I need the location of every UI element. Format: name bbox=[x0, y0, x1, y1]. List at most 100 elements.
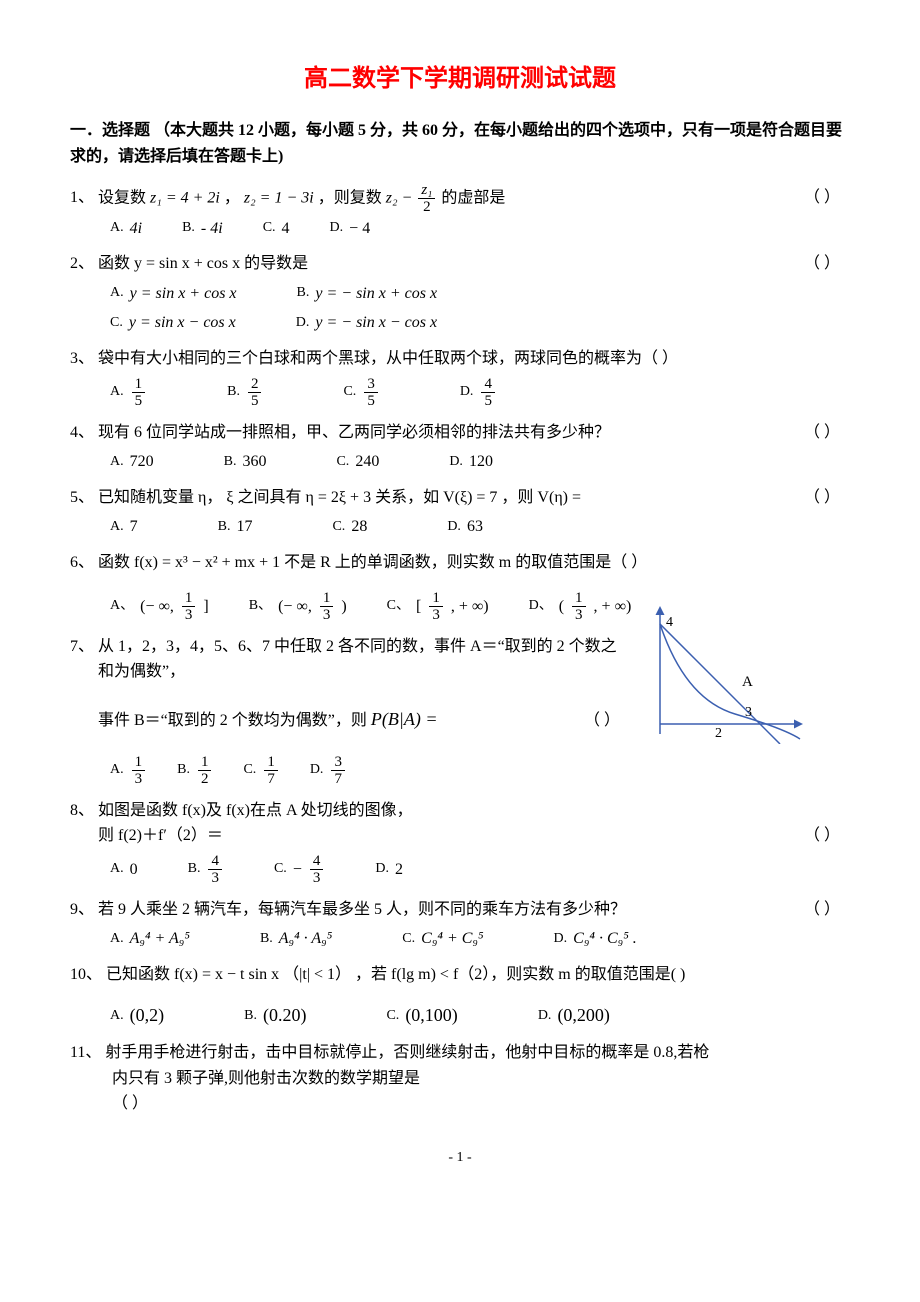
q9-optC: C.C₉⁴ + C₉⁵ bbox=[402, 926, 483, 952]
q4-optB-val: 360 bbox=[242, 449, 266, 475]
q10-num: 10、 bbox=[70, 962, 102, 988]
q7-stem2-expr: P(B|A) = bbox=[371, 705, 438, 734]
q3-optA: A.15 bbox=[110, 376, 147, 410]
q3-optC: C.35 bbox=[343, 376, 379, 410]
q6-optB-pre: (− ∞, bbox=[278, 594, 312, 620]
q8-paren: （ ） bbox=[804, 823, 850, 849]
page-number: - 1 - bbox=[70, 1147, 850, 1169]
question-1: 1、 设复数 z₁ = 4 + 2i ， z₂ = 1 − 3i ，则复数 z₂… bbox=[70, 182, 850, 242]
q4-optD: D. 120 bbox=[449, 449, 493, 475]
q10-optA-val: (0,2) bbox=[130, 1001, 165, 1030]
q4-optB: B.360 bbox=[224, 449, 267, 475]
q4-stem: 现有 6 位同学站成一排照相，甲、乙两同学必须相邻的排法共有多少种？ bbox=[98, 420, 800, 446]
q6-optD-num: 1 bbox=[572, 590, 586, 608]
q7-optD-label: D. bbox=[310, 759, 324, 781]
q9-paren: （ ） bbox=[804, 897, 850, 923]
q4-optD-val: 120 bbox=[469, 449, 493, 475]
q8-optA-val: 0 bbox=[130, 857, 138, 883]
q8-optB-num: 4 bbox=[208, 853, 222, 871]
q3-optA-den: 5 bbox=[132, 393, 146, 410]
q7-optB-label: B. bbox=[177, 759, 190, 781]
q9-optA-label: A. bbox=[110, 928, 124, 950]
q6-optB-den: 3 bbox=[320, 607, 334, 624]
q10-optD: D.(0,200) bbox=[538, 1001, 610, 1030]
q11-paren: （ ） bbox=[70, 1091, 850, 1117]
q3-optB-den: 5 bbox=[248, 393, 262, 410]
q10-optA-label: A. bbox=[110, 1005, 124, 1027]
q2-optA-val: y = sin x + cos x bbox=[130, 281, 237, 307]
q10-stem: 已知函数 f(x) = x − t sin x （|t| < 1） ，若 f(l… bbox=[106, 962, 850, 988]
q6-optD: D、(13, + ∞) bbox=[529, 590, 632, 624]
q5-optB-val: 17 bbox=[236, 514, 252, 540]
q10-optC-val: (0,100) bbox=[405, 1001, 458, 1030]
q1-optC-label: C. bbox=[263, 217, 276, 239]
graph-ytick-4: 4 bbox=[666, 615, 673, 630]
q4-optD-label: D. bbox=[449, 451, 463, 473]
q1-stem-pre: 设复数 bbox=[98, 189, 150, 206]
q7-optC-num: 1 bbox=[264, 754, 278, 772]
q6-optC-suf: , + ∞) bbox=[451, 594, 489, 620]
q7-optD: D.37 bbox=[310, 754, 347, 788]
q9-num: 9、 bbox=[70, 897, 94, 923]
q8-optD: D. 2 bbox=[375, 857, 403, 883]
q7-stem1: 从 1，2，3，4，5、6、7 中任取 2 各不同的数，事件 A＝“取到的 2 … bbox=[98, 634, 630, 685]
q7-optC-label: C. bbox=[243, 759, 256, 781]
q6-optA-num: 1 bbox=[182, 590, 196, 608]
q9-optB: B.A₉⁴ · A₉⁵ bbox=[260, 926, 332, 952]
q9-optA-val: A₉⁴ + A₉⁵ bbox=[130, 926, 190, 952]
q3-optA-num: 1 bbox=[132, 376, 146, 394]
q6-optB-suf: ) bbox=[341, 594, 346, 620]
q8-optD-label: D. bbox=[375, 858, 389, 880]
question-2: 2、 函数 y = sin x + cos x 的导数是 （ ） A. y = … bbox=[70, 251, 850, 336]
q10-optD-label: D. bbox=[538, 1005, 552, 1027]
q10-optA: A. (0,2) bbox=[110, 1001, 164, 1030]
q9-optB-val: A₉⁴ · A₉⁵ bbox=[279, 926, 333, 952]
q5-stem: 已知随机变量 η， ξ 之间具有 η = 2ξ + 3 关系，如 V(ξ) = … bbox=[98, 485, 800, 511]
q2-optC-val: y = sin x − cos x bbox=[129, 310, 236, 336]
q1-optC: C. 4 bbox=[263, 216, 290, 242]
q6-optD-suf: , + ∞) bbox=[594, 594, 632, 620]
q5-optB: B.17 bbox=[218, 514, 253, 540]
q7-num: 7、 bbox=[70, 634, 94, 660]
q1-optD-val: − 4 bbox=[349, 216, 370, 242]
q2-optA-label: A. bbox=[110, 282, 124, 304]
question-11: 11、 射手用手枪进行射击，击中目标就停止，否则继续射击，他射中目标的概率是 0… bbox=[70, 1040, 850, 1117]
q5-optD: D.63 bbox=[447, 514, 483, 540]
q5-optC-val: 28 bbox=[351, 514, 367, 540]
q1-expr-left: z₂ − bbox=[386, 189, 417, 206]
q4-optA-val: 720 bbox=[130, 449, 154, 475]
q11-num: 11、 bbox=[70, 1040, 101, 1066]
section-header: 一．选择题 （本大题共 12 小题，每小题 5 分，共 60 分，在每小题给出的… bbox=[70, 118, 850, 169]
q6-optC-label: C、 bbox=[387, 595, 410, 617]
q10-optC: C.(0,100) bbox=[386, 1001, 457, 1030]
q2-optB: B. y = − sin x + cos x bbox=[297, 281, 438, 307]
q1-frac: z₁ 2 bbox=[418, 182, 435, 216]
q8-optB-label: B. bbox=[188, 858, 201, 880]
q8-optC: C.−43 bbox=[274, 853, 325, 887]
q8-optD-val: 2 bbox=[395, 857, 403, 883]
question-5: 5、 已知随机变量 η， ξ 之间具有 η = 2ξ + 3 关系，如 V(ξ)… bbox=[70, 485, 850, 540]
q5-optA-val: 7 bbox=[130, 514, 138, 540]
q1-optC-val: 4 bbox=[282, 216, 290, 242]
q9-optD-label: D. bbox=[554, 928, 568, 950]
q1-paren: （ ） bbox=[804, 185, 850, 211]
function-graph: 4 2 3 A bbox=[630, 604, 810, 744]
q2-optD-val: y = − sin x − cos x bbox=[315, 310, 437, 336]
q9-optC-val: C₉⁴ + C₉⁵ bbox=[421, 926, 483, 952]
q3-optB-num: 2 bbox=[248, 376, 262, 394]
q7-optA-num: 1 bbox=[132, 754, 146, 772]
q10-optD-val: (0,200) bbox=[557, 1001, 610, 1030]
q7-optA-label: A. bbox=[110, 759, 124, 781]
q6-optA-den: 3 bbox=[182, 607, 196, 624]
q2-optC-label: C. bbox=[110, 312, 123, 334]
q6-optC-den: 3 bbox=[429, 607, 443, 624]
q7-optA-den: 3 bbox=[132, 771, 146, 788]
q1-num: 1、 bbox=[70, 185, 94, 211]
q4-optA-label: A. bbox=[110, 451, 124, 473]
q5-optC: C.28 bbox=[332, 514, 367, 540]
q1-stem: 设复数 z₁ = 4 + 2i ， z₂ = 1 − 3i ，则复数 z₂ − … bbox=[98, 182, 800, 216]
q6-stem: 函数 f(x) = x³ − x² + mx + 1 不是 R 上的单调函数，则… bbox=[98, 550, 850, 576]
q4-optC: C.240 bbox=[336, 449, 379, 475]
q6-optC: C、[13, + ∞) bbox=[387, 590, 489, 624]
q10-optB: B.(0.20) bbox=[244, 1001, 306, 1030]
